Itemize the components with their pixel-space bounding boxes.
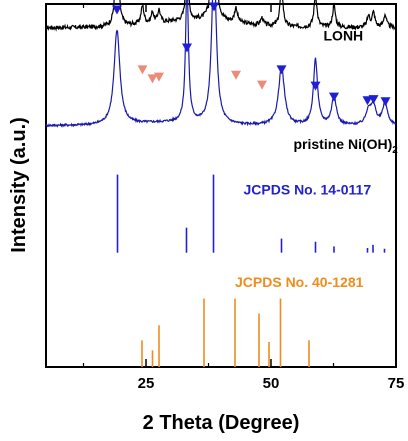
peak-marker: [112, 5, 122, 15]
trace-pristine: [45, 0, 397, 128]
series-label: LONH: [324, 27, 364, 43]
plot-frame: [45, 3, 397, 368]
y-axis-label: Intensity (a.u.): [8, 117, 30, 253]
peak-marker: [368, 95, 379, 105]
x-tick-label: 50: [263, 375, 280, 392]
peak-marker: [329, 92, 339, 102]
x-axis-label: 2 Theta (Degree): [143, 412, 300, 434]
peak-marker: [231, 70, 241, 80]
series-label: JCPDS No. 14-0117: [244, 182, 372, 198]
series-label: pristine Ni(OH)2: [294, 136, 399, 156]
peak-marker: [147, 74, 158, 84]
trace-lonh: [45, 0, 397, 32]
peak-marker: [154, 72, 164, 82]
peak-marker: [380, 97, 391, 107]
peak-marker: [257, 80, 267, 90]
x-tick-label: 75: [388, 375, 405, 392]
peak-marker: [182, 43, 192, 53]
peak-marker: [310, 81, 321, 91]
series-label: JCPDS No. 40-1281: [235, 274, 364, 290]
peak-marker: [276, 65, 287, 75]
peak-marker: [137, 65, 148, 75]
x-tick-label: 25: [138, 375, 155, 392]
peak-marker: [362, 96, 373, 106]
peak-marker: [209, 2, 219, 12]
